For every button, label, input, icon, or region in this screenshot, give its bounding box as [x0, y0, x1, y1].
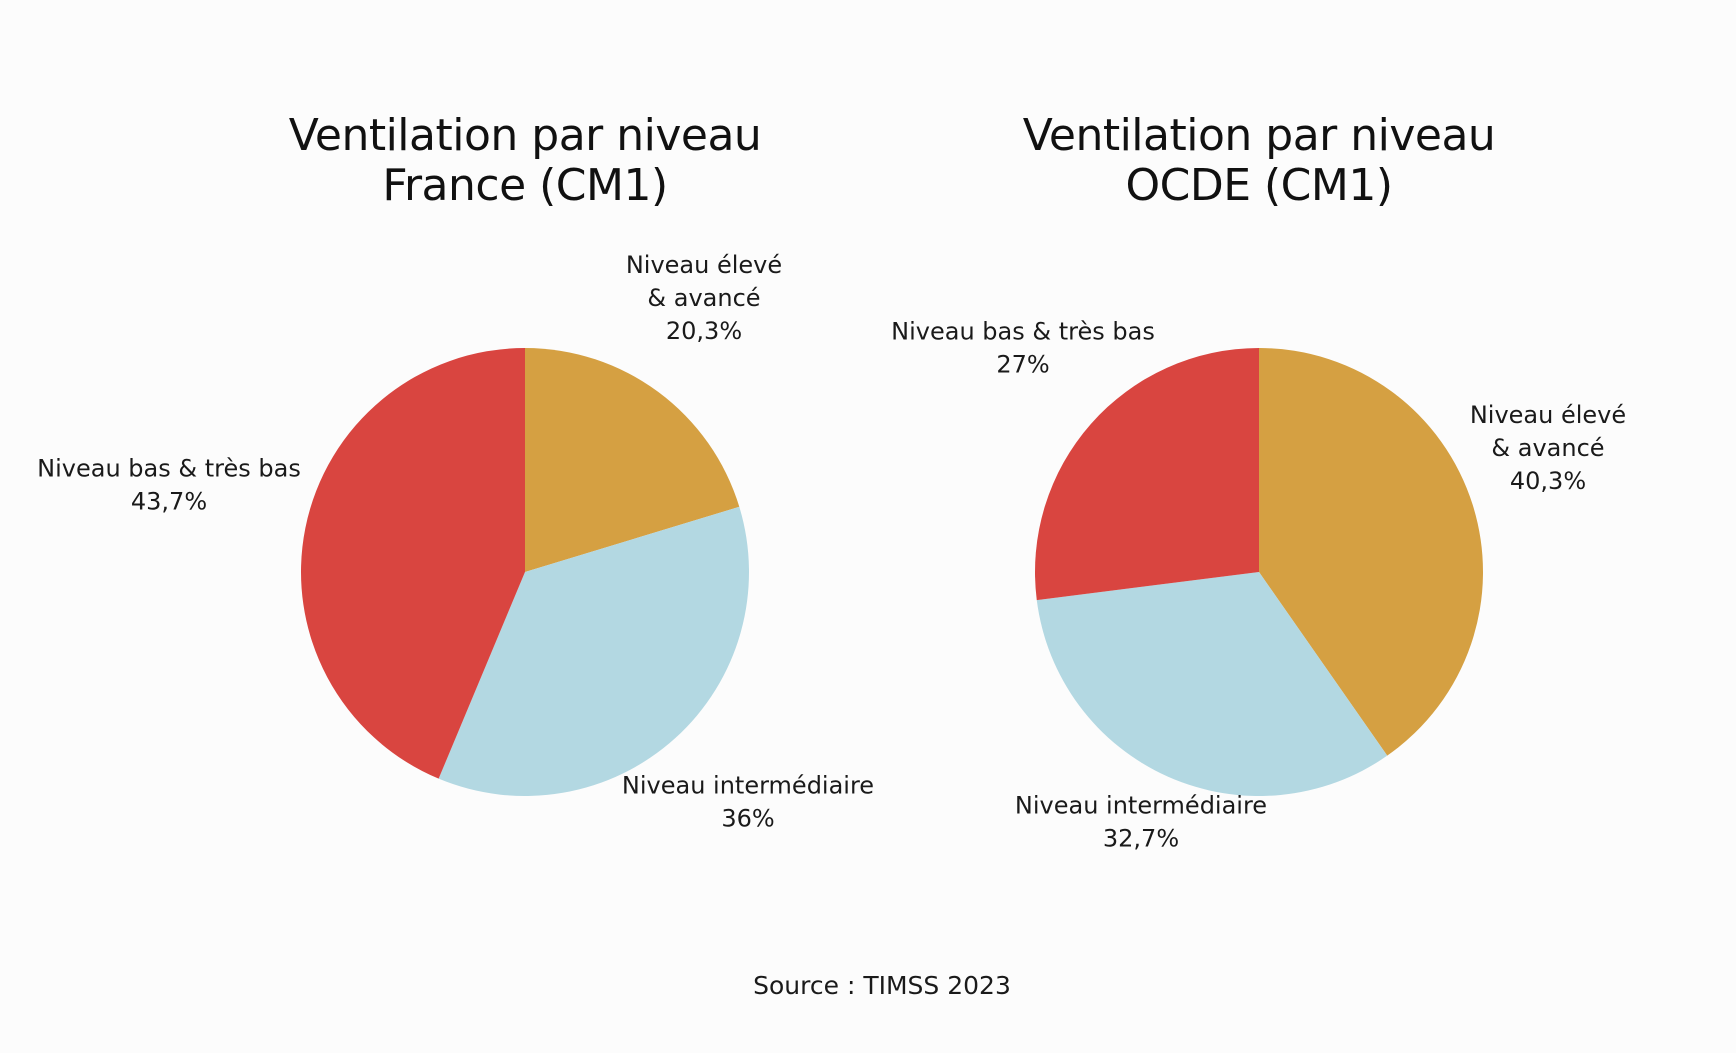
slice-category: & avancé [647, 284, 760, 312]
slice-label: Niveau élevé & avancé 20,3% [626, 251, 782, 345]
pie-slice [1259, 348, 1484, 756]
pie-slice [438, 506, 750, 797]
slice-category: Niveau intermédiaire [1015, 792, 1267, 820]
pie-slices [300, 347, 750, 797]
chart-title-line-1: Ventilation par niveau [289, 110, 762, 161]
slice-category: Niveau élevé [1470, 401, 1626, 429]
slice-value: 27% [996, 351, 1049, 379]
slice-label: Niveau bas & très bas 27% [891, 318, 1155, 379]
pie-labels: Niveau élevé & avancé 20,3% Niveau interméd… [37, 251, 874, 833]
pie-chart-france: Ventilation par niveau France (CM1) Nive… [37, 110, 874, 833]
chart-title-line-2: OCDE (CM1) [1125, 160, 1392, 211]
slice-category: Niveau intermédiaire [622, 772, 874, 800]
pie-slice [1035, 348, 1259, 601]
source-note: Source : TIMSS 2023 [753, 971, 1011, 1000]
slice-value: 32,7% [1103, 825, 1179, 853]
slice-value: 36% [721, 805, 774, 833]
pie-slices [1035, 348, 1484, 796]
slice-value: 40,3% [1510, 467, 1586, 495]
slice-label: Niveau intermédiaire 36% [622, 772, 874, 833]
pie-slice [1036, 572, 1388, 796]
slice-category: Niveau élevé [626, 251, 782, 279]
slice-label: Niveau élevé & avancé 40,3% [1470, 401, 1626, 495]
slice-value: 20,3% [666, 317, 742, 345]
chart-title-line-1: Ventilation par niveau [1023, 110, 1496, 161]
pie-slice [525, 348, 740, 572]
slice-value: 43,7% [131, 488, 207, 516]
slice-category: & avancé [1491, 434, 1604, 462]
slice-label: Niveau intermédiaire 32,7% [1015, 792, 1267, 853]
slice-category: Niveau bas & très bas [891, 318, 1155, 346]
pie-chart-ocde: Ventilation par niveau OCDE (CM1) Niveau… [891, 110, 1626, 853]
slice-label: Niveau bas & très bas 43,7% [37, 455, 301, 516]
pie-slice [300, 347, 525, 779]
chart-title-line-2: France (CM1) [382, 160, 667, 211]
pie-labels: Niveau élevé & avancé 40,3% Niveau interméd… [891, 318, 1626, 853]
slice-category: Niveau bas & très bas [37, 455, 301, 483]
